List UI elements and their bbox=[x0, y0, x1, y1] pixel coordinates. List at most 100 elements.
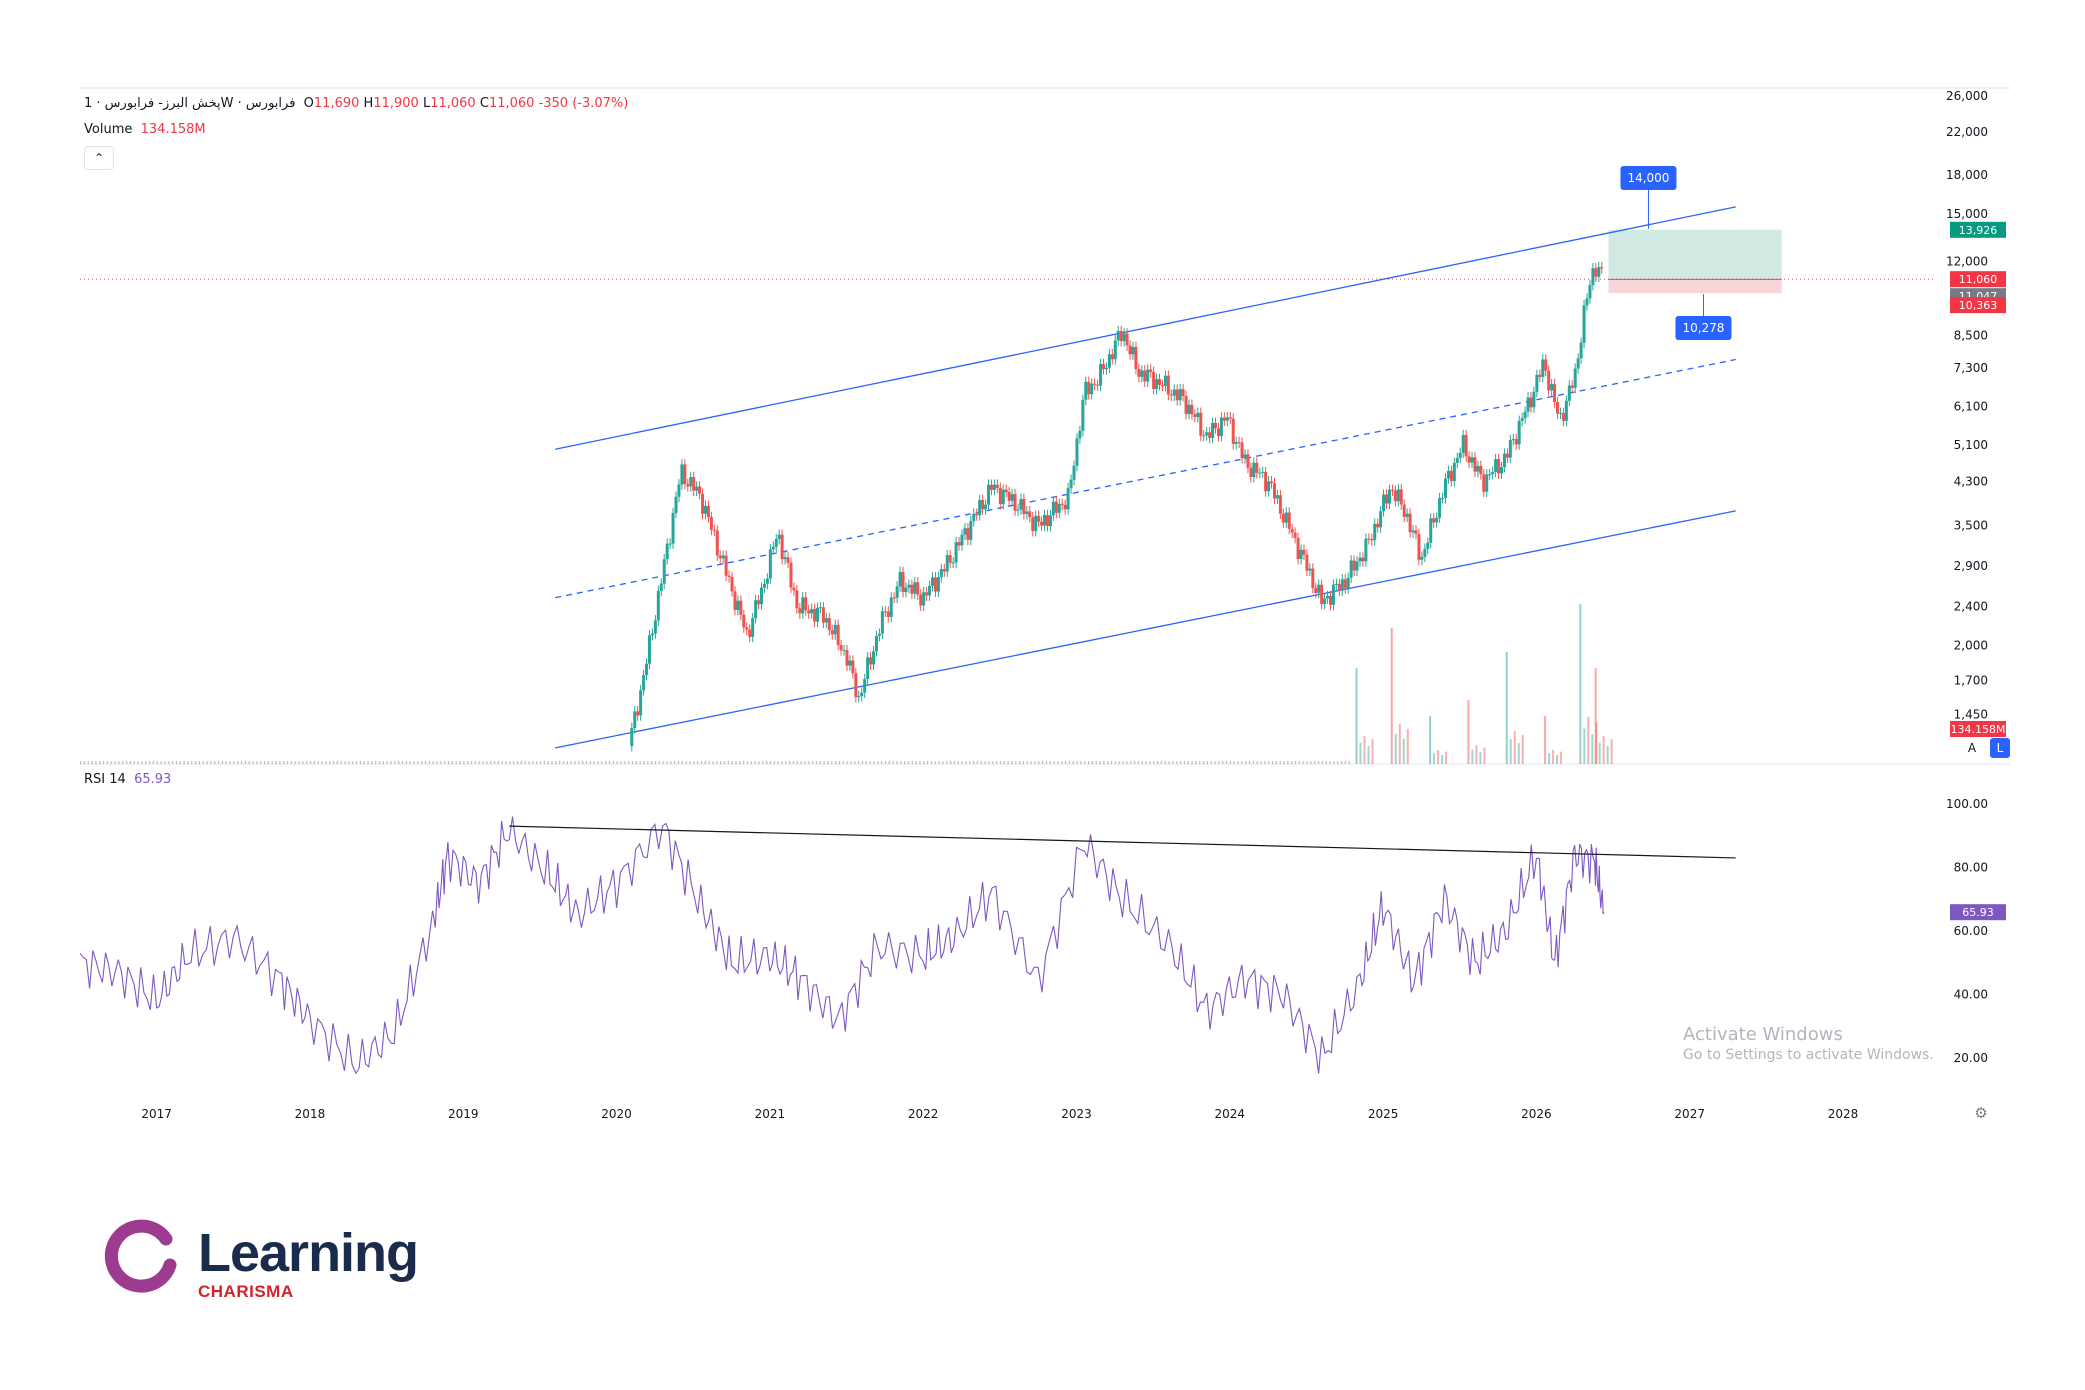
volume-bar bbox=[1475, 745, 1478, 764]
volume-bar bbox=[390, 761, 392, 764]
volume-bar bbox=[1552, 749, 1555, 764]
candle-body bbox=[1131, 346, 1135, 355]
candle-body bbox=[895, 586, 899, 598]
symbol-legend[interactable]: پخش البرز- فرابورس · 1W · فرابورس O11,69… bbox=[84, 96, 628, 111]
y-tick-label: 15,000 bbox=[1946, 207, 1988, 221]
candle-body bbox=[1175, 389, 1179, 401]
rsi-tick-label: 20.00 bbox=[1954, 1051, 1988, 1065]
candle-body bbox=[1299, 549, 1303, 560]
y-tick-label: 26,000 bbox=[1946, 89, 1988, 103]
candle-body bbox=[842, 650, 846, 652]
gear-icon[interactable]: ⚙ bbox=[1974, 1104, 1988, 1122]
candle-body bbox=[1255, 462, 1259, 473]
volume-bar bbox=[447, 761, 450, 764]
watermark-title: Activate Windows bbox=[1683, 1024, 1843, 1045]
candle-body bbox=[1491, 471, 1495, 475]
candle-body bbox=[1237, 441, 1241, 443]
log-scale-button[interactable]: L bbox=[1990, 738, 2010, 758]
candle-body bbox=[1090, 383, 1094, 395]
volume-bar bbox=[689, 761, 691, 764]
candle-body bbox=[706, 505, 710, 518]
volume-legend[interactable]: Volume 134.158M bbox=[84, 122, 206, 137]
auto-scale-button[interactable]: A bbox=[1962, 738, 1982, 758]
volume-bar bbox=[1271, 761, 1274, 764]
candle-body bbox=[692, 477, 696, 491]
candle-body bbox=[1116, 331, 1120, 341]
candle-body bbox=[1043, 515, 1047, 526]
x-tick-label: 2019 bbox=[448, 1107, 479, 1121]
candle-body bbox=[1240, 442, 1244, 459]
candle-body bbox=[1258, 472, 1262, 474]
volume-bar bbox=[884, 761, 887, 764]
candle-body bbox=[1467, 456, 1471, 463]
volume-bar bbox=[252, 761, 254, 764]
candle-body bbox=[1393, 490, 1397, 502]
volume-bar bbox=[1521, 735, 1524, 764]
candle-body bbox=[1305, 554, 1309, 571]
volume-bar bbox=[624, 761, 626, 764]
y-tick-label: 2,000 bbox=[1954, 638, 1988, 652]
volume-bar bbox=[539, 761, 542, 764]
candle-body bbox=[686, 484, 690, 487]
volume-bar bbox=[685, 761, 687, 764]
volume-bar bbox=[904, 761, 906, 764]
volume-bar bbox=[1145, 761, 1147, 764]
candle-body bbox=[1081, 399, 1085, 431]
volume-bar bbox=[474, 761, 476, 764]
volume-bar bbox=[444, 761, 446, 764]
volume-bar bbox=[175, 761, 178, 764]
candle-body bbox=[1458, 452, 1462, 458]
candle-body bbox=[1361, 557, 1365, 562]
volume-bar bbox=[1275, 761, 1277, 764]
volume-bar bbox=[1390, 628, 1393, 764]
volume-bar bbox=[785, 761, 787, 764]
volume-bar bbox=[409, 761, 411, 764]
candle-body bbox=[928, 585, 932, 596]
candle-body bbox=[780, 534, 784, 560]
candle-body bbox=[1267, 481, 1271, 492]
volume-bar bbox=[1118, 761, 1120, 764]
candle-body bbox=[1505, 453, 1509, 458]
volume-bar bbox=[1057, 761, 1059, 764]
volume-bar bbox=[1133, 761, 1136, 764]
volume-bar bbox=[957, 761, 959, 764]
volume-bar bbox=[938, 761, 940, 764]
volume-bar bbox=[306, 761, 308, 764]
candle-body bbox=[671, 512, 675, 544]
candle-body bbox=[922, 592, 926, 606]
candle-body bbox=[1290, 528, 1294, 533]
candle-body bbox=[1538, 374, 1542, 377]
volume-bar bbox=[1179, 761, 1182, 764]
price-tag-label: 11,060 bbox=[1959, 273, 1998, 286]
candle-body bbox=[1414, 530, 1418, 534]
candle-body bbox=[1317, 584, 1321, 593]
volume-bar bbox=[1325, 761, 1327, 764]
volume-bar bbox=[781, 761, 783, 764]
activation-watermark: Activate Windows Go to Settings to activ… bbox=[1683, 1024, 1934, 1063]
candle-body bbox=[818, 607, 822, 609]
chevron-up-icon[interactable]: ⌃ bbox=[84, 146, 114, 170]
volume-bar bbox=[566, 761, 568, 764]
candle-body bbox=[1508, 440, 1512, 458]
candle-body bbox=[677, 484, 681, 497]
volume-bar bbox=[279, 761, 281, 764]
volume-bar bbox=[1172, 761, 1174, 764]
volume-bar bbox=[582, 761, 584, 764]
volume-bar bbox=[148, 761, 151, 764]
candle-body bbox=[1270, 481, 1274, 484]
volume-bar bbox=[551, 761, 553, 764]
candle-body bbox=[1072, 465, 1076, 480]
rsi-tick-label: 100.00 bbox=[1946, 797, 1988, 811]
candle-body bbox=[1205, 432, 1209, 436]
volume-bar bbox=[1110, 761, 1113, 764]
volume-bar bbox=[992, 761, 994, 764]
volume-bar bbox=[493, 761, 496, 764]
price-tag-label: 10,363 bbox=[1959, 299, 1998, 312]
rsi-trendline bbox=[509, 825, 1736, 859]
volume-bar bbox=[1061, 761, 1063, 764]
rsi-legend[interactable]: RSI 14 65.93 bbox=[84, 772, 171, 787]
candle-body bbox=[1556, 402, 1560, 414]
candle-body bbox=[1034, 515, 1038, 532]
candle-body bbox=[1149, 369, 1153, 372]
